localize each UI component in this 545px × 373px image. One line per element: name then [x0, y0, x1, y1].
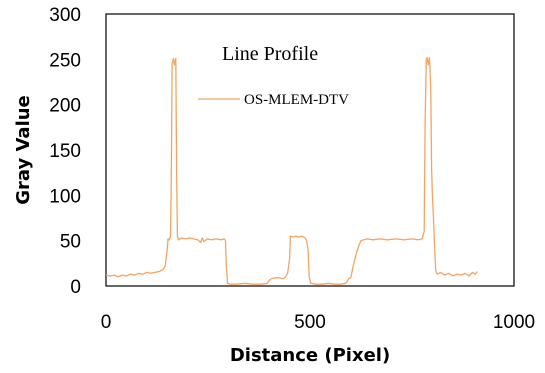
- y-axis-title: Gray Value: [13, 95, 34, 205]
- y-tick-label: 50: [60, 232, 81, 253]
- x-tick-label: 0: [101, 312, 112, 333]
- y-tick-label: 250: [49, 50, 81, 71]
- legend-title: Line Profile: [222, 43, 318, 65]
- x-tick-label: 1000: [493, 312, 535, 333]
- y-tick-label: 150: [49, 141, 81, 162]
- y-tick-label: 200: [49, 96, 81, 117]
- x-tick-labels: 0 500 1000: [101, 312, 535, 333]
- y-tick-label: 100: [49, 186, 81, 207]
- series-line-os-mlem-dtv: [105, 56, 478, 285]
- plot-frame: [105, 13, 515, 287]
- x-tick-label: 500: [294, 312, 326, 333]
- x-axis-title: Distance (Pixel): [230, 345, 390, 366]
- y-tick-label: 300: [49, 5, 81, 26]
- y-tick-labels: 0 50 100 150 200 250 300: [49, 5, 81, 298]
- y-tick-label: 0: [70, 277, 81, 298]
- legend-label: OS-MLEM-DTV: [244, 92, 349, 108]
